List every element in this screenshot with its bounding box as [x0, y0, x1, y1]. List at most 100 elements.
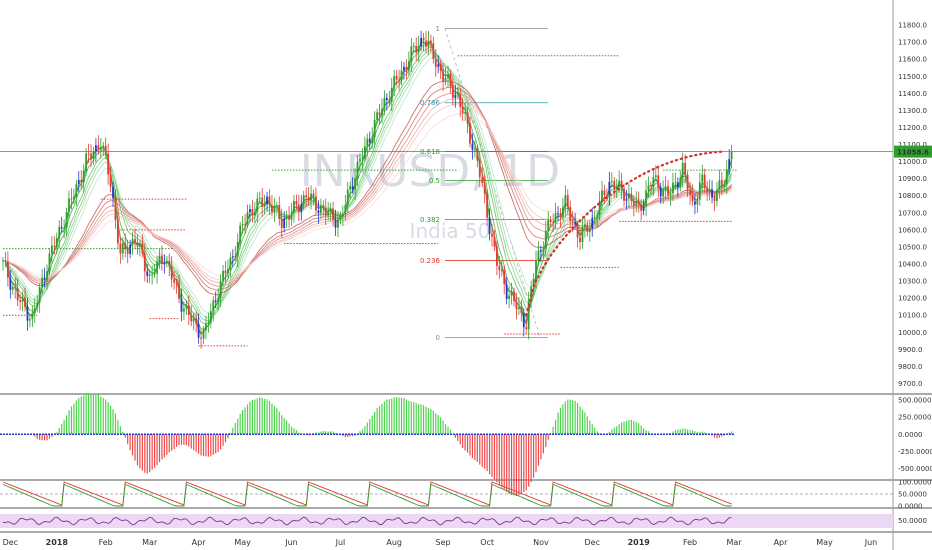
candle-body — [14, 286, 17, 289]
candle-body — [324, 208, 327, 216]
candle-body — [126, 249, 129, 254]
price-tick-label: 10300.0 — [898, 278, 927, 286]
candle-body — [407, 61, 410, 71]
candle-body — [63, 228, 66, 230]
candle-body — [70, 198, 73, 200]
fib-label: 0 — [436, 334, 440, 342]
candle-body — [664, 186, 667, 190]
fib-label: 1 — [436, 25, 440, 33]
candle-body — [55, 238, 58, 247]
candle-body — [679, 177, 682, 188]
candle-body — [434, 59, 437, 67]
candle-body — [623, 188, 625, 201]
candle-body — [674, 182, 677, 184]
month-tick-label: Jun — [864, 538, 878, 547]
candle-body — [217, 297, 220, 303]
candle-body — [146, 271, 149, 276]
candle-body — [535, 260, 537, 280]
candle-body — [53, 245, 56, 247]
candle-body — [508, 295, 511, 299]
candle-body — [334, 219, 337, 228]
candle-body — [527, 301, 530, 330]
candle-body — [376, 112, 378, 120]
price-tick-label: 10100.0 — [898, 312, 927, 320]
candle-body — [630, 193, 633, 201]
candle-body — [253, 212, 256, 216]
ema-line — [2, 49, 733, 322]
candle-body — [615, 187, 618, 189]
candle-body — [175, 282, 178, 284]
candle-body — [209, 311, 212, 323]
candle-body — [212, 300, 215, 312]
candle-body — [109, 174, 112, 187]
price-tick-label: 11000.0 — [898, 158, 927, 166]
candle-body — [236, 242, 239, 257]
ema-line — [3, 113, 732, 277]
candle-body — [90, 153, 92, 159]
candle-body — [280, 218, 283, 228]
candle-body — [307, 197, 310, 201]
month-tick-label: May — [234, 538, 251, 547]
candle-body — [227, 269, 229, 274]
candle-body — [606, 195, 608, 197]
price-axis[interactable]: 11800.0 11700.0 11600.0 11500.0 11400.0 11300… — [898, 22, 927, 388]
candle-body — [395, 76, 398, 80]
candle-body — [26, 306, 29, 321]
osc-tick-label: -500.0000 — [898, 465, 932, 473]
candle-body — [219, 281, 222, 298]
candle-body — [542, 248, 545, 252]
osc-tick-label: 250.0000 — [898, 414, 931, 422]
candle-body — [620, 180, 623, 189]
candle-body — [275, 205, 278, 207]
price-tick-label: 11500.0 — [898, 73, 927, 81]
ema-line — [3, 98, 732, 284]
candle-body — [85, 153, 88, 172]
rsi-panel: 50.0000 — [0, 514, 927, 528]
candle-body — [288, 215, 290, 220]
candle-body — [258, 197, 261, 199]
time-axis[interactable]: Dec 2018 Feb Mar Apr May Jun Jul Aug Sep Oct Nov Dec… — [3, 538, 878, 547]
candle-body — [261, 197, 264, 207]
candle-body — [134, 239, 136, 243]
price-tick-label: 11800.0 — [898, 22, 927, 30]
candle-body — [173, 279, 176, 283]
candle-body — [117, 219, 119, 244]
candle-body — [322, 205, 325, 209]
stoch-tick-label: 100.0000 — [898, 479, 931, 487]
candle-body — [459, 93, 462, 108]
candle-body — [596, 215, 599, 218]
candle-body — [77, 180, 80, 185]
fib-label: 0.786 — [420, 99, 441, 107]
candle-body — [654, 175, 657, 178]
month-tick-label: 2019 — [628, 538, 651, 547]
candle-body — [114, 198, 117, 220]
candle-body — [437, 64, 440, 67]
candle-body — [686, 174, 689, 191]
candle-body — [532, 279, 535, 287]
candle-body — [478, 160, 481, 178]
candle-body — [701, 174, 704, 183]
candle-body — [190, 314, 193, 322]
candle-body — [75, 184, 78, 197]
candle-body — [698, 182, 701, 200]
candle-body — [200, 337, 202, 339]
candle-body — [197, 323, 200, 338]
candle-body — [295, 201, 298, 205]
stochastic-panel: 100.0000 50.0000 0.0000 — [0, 479, 931, 511]
candle-body — [657, 175, 660, 188]
candle-body — [241, 224, 244, 226]
candle-body — [703, 174, 706, 188]
support-levels — [0, 55, 893, 347]
candle-body — [713, 197, 716, 201]
candle-body — [681, 162, 684, 178]
candle-body — [329, 208, 332, 212]
candle-body — [488, 217, 491, 235]
candle-body — [363, 146, 366, 158]
candle-body — [148, 274, 151, 276]
candle-body — [398, 79, 400, 81]
candles-layer[interactable] — [2, 30, 733, 349]
candle-body — [598, 200, 601, 216]
candle-body — [559, 213, 562, 218]
candle-body — [41, 277, 44, 288]
candle-body — [92, 152, 95, 159]
